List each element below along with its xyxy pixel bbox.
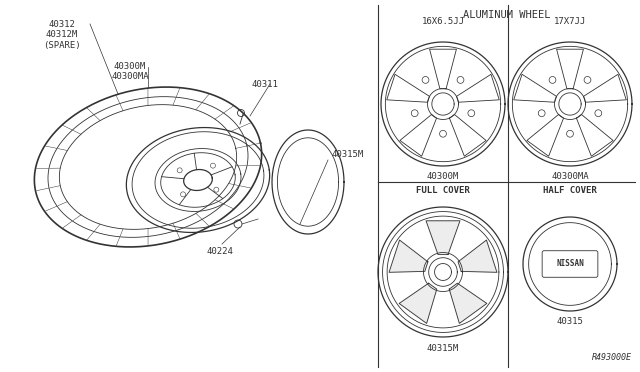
Text: 40315M: 40315M	[332, 150, 364, 158]
Polygon shape	[399, 283, 436, 323]
Text: 40224: 40224	[207, 247, 234, 256]
Polygon shape	[426, 221, 460, 254]
Text: 17X7JJ: 17X7JJ	[554, 17, 586, 26]
Text: 40315M: 40315M	[427, 344, 459, 353]
Text: HALF COVER: HALF COVER	[543, 186, 597, 195]
Text: 40312
40312M
(SPARE): 40312 40312M (SPARE)	[43, 20, 81, 50]
Text: R493000E: R493000E	[592, 353, 632, 362]
FancyBboxPatch shape	[542, 251, 598, 277]
Text: 40300M: 40300M	[427, 172, 459, 181]
Text: 40311: 40311	[252, 80, 279, 89]
Polygon shape	[458, 240, 497, 272]
Polygon shape	[389, 240, 428, 272]
Text: 40315: 40315	[557, 317, 584, 326]
Polygon shape	[449, 283, 487, 323]
Text: FULL COVER: FULL COVER	[416, 186, 470, 195]
Text: 40300M
40300MA: 40300M 40300MA	[111, 62, 149, 81]
Text: 40300MA: 40300MA	[551, 172, 589, 181]
Text: NISSAN: NISSAN	[556, 260, 584, 269]
Text: ALUMINUM WHEEL: ALUMINUM WHEEL	[463, 10, 551, 20]
Text: 16X6.5JJ: 16X6.5JJ	[422, 17, 465, 26]
